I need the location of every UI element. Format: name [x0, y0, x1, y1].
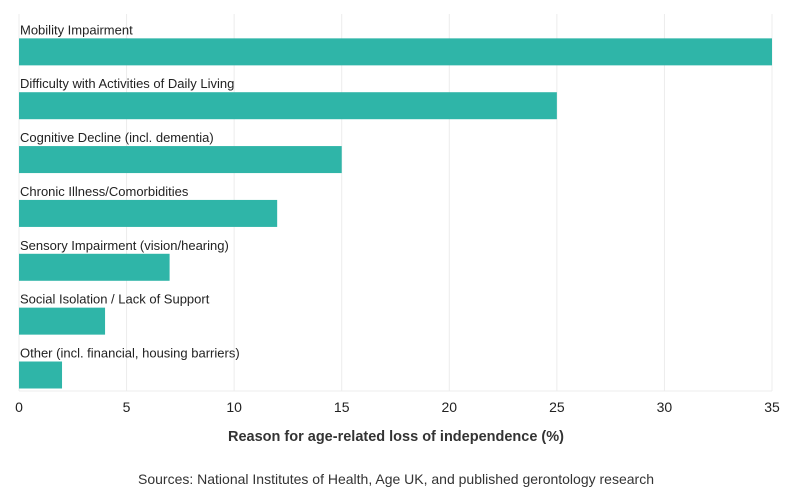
bar: [19, 146, 342, 174]
category-label: Mobility Impairment: [20, 22, 133, 37]
x-tick-label: 10: [226, 399, 242, 415]
category-label: Cognitive Decline (incl. dementia): [20, 130, 214, 145]
category-label: Other (incl. financial, housing barriers…: [20, 346, 240, 361]
bar: [19, 307, 106, 335]
category-label: Social Isolation / Lack of Support: [20, 292, 210, 307]
x-tick-label: 30: [657, 399, 673, 415]
x-tick-label: 15: [334, 399, 350, 415]
bar: [19, 253, 170, 281]
bar: [19, 38, 772, 66]
x-tick-label: 20: [441, 399, 457, 415]
gridlines: [18, 14, 773, 392]
x-tick-label: 35: [764, 399, 780, 415]
bar: [19, 199, 278, 227]
source-note: Sources: National Institutes of Health, …: [138, 471, 654, 487]
x-axis-ticks: 0 5 10 15 20 25 30 35: [15, 399, 780, 415]
category-label: Difficulty with Activities of Daily Livi…: [20, 76, 234, 91]
x-tick-label: 25: [549, 399, 565, 415]
category-label: Sensory Impairment (vision/hearing): [20, 238, 229, 253]
bar: [19, 361, 63, 389]
category-label: Chronic Illness/Comorbidities: [20, 184, 189, 199]
x-tick-label: 0: [15, 399, 23, 415]
x-tick-label: 5: [123, 399, 131, 415]
bars: [19, 38, 772, 389]
bar: [19, 92, 557, 120]
category-labels: Mobility Impairment Difficulty with Activ…: [20, 22, 240, 360]
x-axis-title: Reason for age-related loss of independe…: [228, 429, 564, 445]
